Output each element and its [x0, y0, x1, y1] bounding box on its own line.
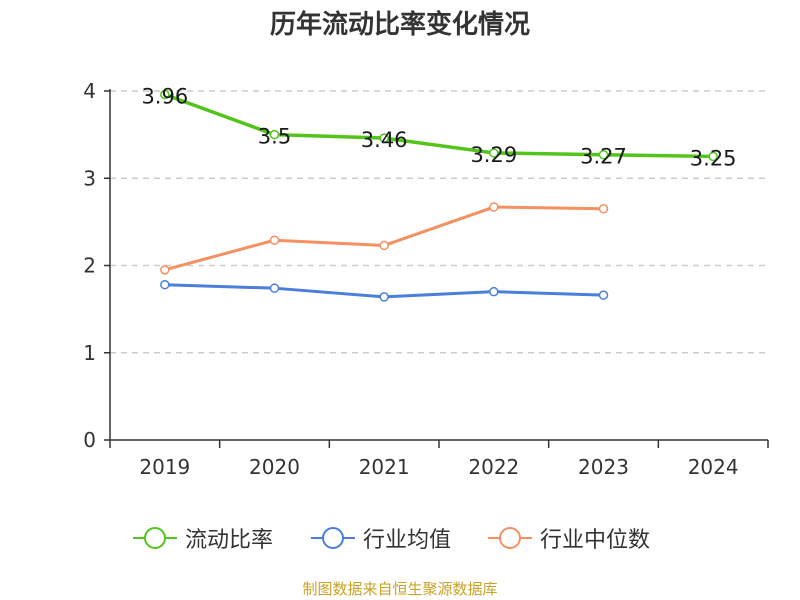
y-tick-label: 1: [83, 341, 96, 365]
legend-marker-industry-mean: [311, 527, 355, 549]
source-note: 制图数据来自恒生聚源数据库: [302, 580, 498, 598]
y-tick-label: 3: [83, 166, 96, 190]
data-point: [269, 283, 280, 293]
legend-item-industry-mean[interactable]: 行业均值: [311, 522, 451, 554]
legend-label-current-ratio: 流动比率: [185, 528, 274, 553]
legend: 流动比率 行业均值 行业中位数: [0, 522, 800, 554]
data-point: [379, 133, 389, 143]
legend-item-current-ratio[interactable]: 流动比率: [133, 522, 273, 554]
data-point: [269, 129, 280, 140]
data-point: [598, 204, 609, 214]
data-point: [160, 279, 170, 290]
data-point: [489, 286, 499, 297]
legend-item-industry-median[interactable]: 行业中位数: [488, 522, 650, 554]
legend-label-industry-median: 行业中位数: [540, 528, 651, 553]
data-point: [708, 151, 718, 162]
series-line: [164, 205, 604, 272]
data-label: 3.96: [141, 84, 188, 108]
legend-marker-current-ratio: [133, 527, 177, 549]
series-line: [164, 92, 714, 159]
legend-marker-industry-median: [488, 527, 532, 549]
data-label: 3.27: [580, 145, 627, 169]
data-point: [160, 265, 170, 275]
axis-layer: 0 1 2 3 4 2019 2020 2021 2022 2023 2024: [83, 79, 769, 479]
data-label: 3.5: [258, 125, 291, 149]
data-point: [379, 292, 389, 302]
legend-label-industry-mean: 行业均值: [363, 528, 452, 553]
y-tick-label: 2: [83, 254, 96, 278]
x-tick-label: 2020: [249, 455, 300, 479]
label-layer: 3.96 3.5 3.46 3.29 3.27 3.25: [141, 84, 736, 170]
x-tick-label: 2019: [139, 455, 190, 479]
x-tick-label: 2022: [468, 455, 519, 479]
x-tick-label: 2021: [359, 455, 410, 479]
chart-title: 历年流动比率变化情况: [269, 10, 530, 40]
data-point: [598, 149, 609, 160]
data-point: [379, 240, 389, 251]
data-point: [160, 89, 170, 100]
series-layer: [160, 89, 718, 302]
data-point: [269, 235, 280, 245]
data-label: 3.25: [690, 146, 737, 170]
data-label: 3.29: [470, 143, 517, 167]
grid-layer: [110, 90, 768, 354]
y-tick-label: 0: [83, 428, 96, 452]
x-tick-label: 2024: [688, 455, 739, 479]
x-tick-label: 2023: [578, 455, 629, 479]
data-label: 3.46: [361, 128, 408, 152]
data-point: [598, 290, 609, 300]
y-tick-label: 4: [83, 79, 96, 103]
data-point: [489, 148, 499, 158]
data-point: [489, 202, 499, 212]
